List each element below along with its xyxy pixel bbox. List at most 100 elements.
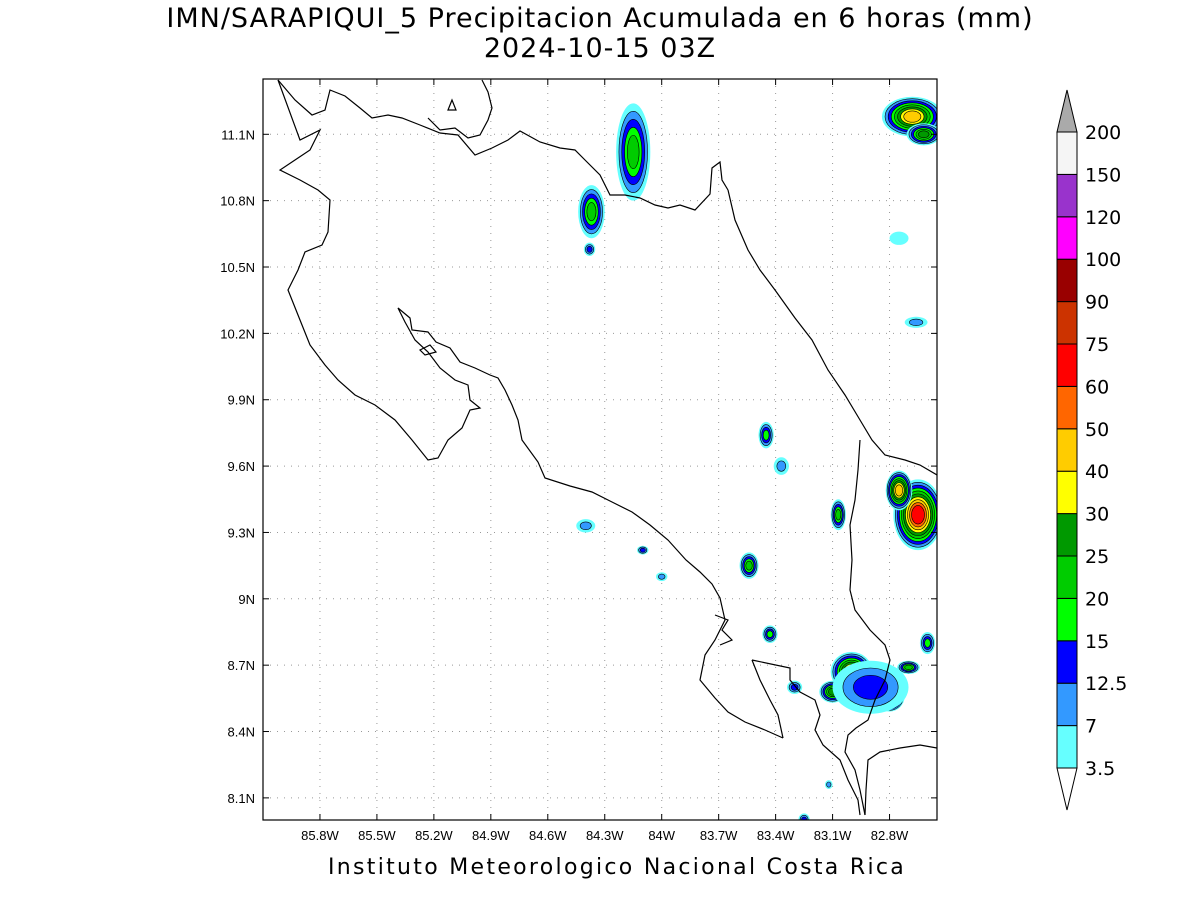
colorbar-swatch <box>1056 725 1078 769</box>
colorbar-swatch <box>1056 343 1078 387</box>
precip-cell <box>762 625 778 644</box>
lon-tick-label: 84.3W <box>586 828 624 843</box>
precip-cell <box>906 123 937 146</box>
precip-cell <box>656 572 668 582</box>
precip-cell <box>889 231 909 245</box>
lon-tick-label: 84.6W <box>529 828 567 843</box>
lon-tick-label: 85.5W <box>358 828 396 843</box>
precip-cell <box>824 780 833 790</box>
precip-contour-7 <box>826 781 832 788</box>
colorbar-label: 3.5 <box>1085 758 1115 780</box>
colorbar-label: 60 <box>1085 376 1109 398</box>
colorbar-swatch <box>1056 216 1078 260</box>
colorbar-label: 30 <box>1085 504 1109 526</box>
precip-contour-25 <box>917 130 930 139</box>
lake-island <box>447 98 457 111</box>
precip-contour-3_5 <box>889 231 909 245</box>
colorbar-swatch <box>1056 597 1078 642</box>
colorbar-label: 100 <box>1085 249 1121 271</box>
coastline-borders <box>277 79 937 816</box>
precip-cell <box>885 470 913 511</box>
colorbar-swatch <box>1056 682 1078 727</box>
precip-contour-20 <box>835 509 842 521</box>
precip-cell <box>578 185 605 239</box>
precip-contour-15 <box>762 429 770 441</box>
map-title: IMN/SARAPIQUI_5 Precipitacion Acumulada … <box>166 3 1034 34</box>
lat-tick-label: 10.5N <box>220 260 255 275</box>
colorbar-swatch <box>1056 258 1078 303</box>
colorbar-swatch <box>1056 428 1078 472</box>
precip-cell <box>583 242 596 256</box>
colorbar-label: 200 <box>1085 122 1121 144</box>
colorbar-swatch <box>1056 640 1078 684</box>
lon-tick-label: 84W <box>648 828 675 843</box>
precip-cell <box>832 660 909 714</box>
lon-tick-label: 83.7W <box>700 828 738 843</box>
burica-peninsula <box>751 659 784 739</box>
precip-contour-12_5 <box>639 547 646 553</box>
colorbar-label: 150 <box>1085 164 1121 186</box>
colorbar-under-arrow <box>1056 767 1078 811</box>
precip-contour-7 <box>579 521 592 531</box>
lon-tick-label: 85.2W <box>415 828 453 843</box>
plot-background <box>263 79 937 820</box>
panama-pacific-coast <box>751 659 937 816</box>
precip-contour-20 <box>745 560 753 571</box>
precip-cell <box>773 457 789 475</box>
panama-border <box>844 439 891 816</box>
lat-tick-label: 10.8N <box>220 194 255 209</box>
colorbar-label: 7 <box>1085 716 1097 738</box>
colorbar-over-arrow <box>1056 89 1078 133</box>
colorbar-swatch <box>1056 301 1078 345</box>
precip-contour-20 <box>627 134 640 170</box>
precip-contour-7 <box>909 318 924 326</box>
lat-tick-label: 11.1N <box>221 127 255 142</box>
lat-tick-label: 9N <box>238 592 255 607</box>
precip-cell <box>897 660 920 675</box>
colorbar-label: 25 <box>1085 546 1109 568</box>
precip-contour-15 <box>924 638 931 648</box>
precip-cell <box>637 545 649 555</box>
lat-tick-label: 10.2N <box>220 326 255 341</box>
pacific-coast-guanacaste <box>277 79 784 739</box>
colorbar: 3.5 7 12.5 15 20 25 30 40 50 60 75 90 100 120 150 200 <box>1056 89 1127 811</box>
precip-cell <box>616 103 651 201</box>
precip-contour-12_5 <box>790 683 799 691</box>
colorbar-label: 120 <box>1085 207 1121 229</box>
lon-tick-label: 83.4W <box>757 828 795 843</box>
colorbar-label: 90 <box>1085 292 1109 314</box>
bay-inlet <box>418 344 438 356</box>
colorbar-label: 40 <box>1085 461 1109 483</box>
colorbar-label: 15 <box>1085 631 1109 653</box>
lon-tick-label: 84.9W <box>472 828 510 843</box>
precip-contour-15 <box>766 630 774 638</box>
precip-contour-12_5 <box>853 674 889 700</box>
lon-tick-label: 83.1W <box>814 828 852 843</box>
lat-tick-label: 8.1N <box>228 791 255 806</box>
precip-contour-40 <box>894 484 904 497</box>
precip-cell <box>758 421 774 449</box>
precipitation-field <box>576 96 937 820</box>
map-subtitle-datetime: 2024-10-15 03Z <box>483 33 717 64</box>
colorbar-swatch <box>1056 513 1078 557</box>
lat-tick-label: 8.7N <box>228 658 255 673</box>
colorbar-swatch <box>1056 470 1078 515</box>
precip-contour-7 <box>776 460 787 472</box>
colorbar-swatch <box>1056 385 1078 430</box>
lat-tick-label: 8.4N <box>228 725 255 740</box>
lat-tick-label: 9.3N <box>228 525 255 540</box>
footer-credit: Instituto Meteorologico Nacional Costa R… <box>328 855 907 880</box>
precip-contour-20 <box>586 202 597 222</box>
lat-tick-label: 9.9N <box>228 393 255 408</box>
colorbar-swatch <box>1056 131 1078 175</box>
nicaragua-lake-coast <box>427 79 493 139</box>
lon-tick-label: 85.8W <box>301 828 339 843</box>
precip-contour-20 <box>904 664 913 670</box>
lat-tick-label: 9.6N <box>228 459 255 474</box>
precip-cell <box>576 519 596 533</box>
precip-cell <box>919 631 936 655</box>
colorbar-label: 12.5 <box>1085 673 1127 695</box>
precip-cell <box>904 316 928 328</box>
precip-cell <box>798 813 810 820</box>
